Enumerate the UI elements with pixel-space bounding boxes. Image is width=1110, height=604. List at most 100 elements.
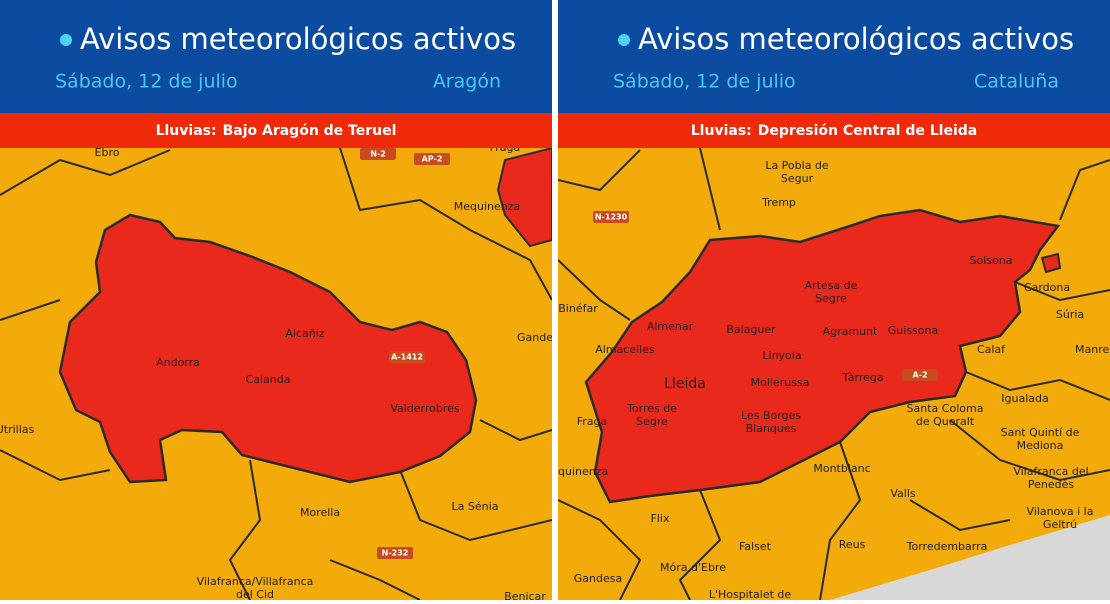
place-label: Tàrrega <box>841 371 883 384</box>
warning-type: Lluvias: <box>691 123 752 139</box>
sea <box>830 515 1110 600</box>
warning-text: Lluvias: Bajo Aragón de Teruel <box>156 123 397 139</box>
place-label: Balaguer <box>726 323 776 336</box>
header-title: Avisos meteorológicos activos <box>638 22 1074 56</box>
border-line <box>558 499 642 600</box>
road-label: A-1412 <box>391 353 423 362</box>
place-label: Vilafranca del <box>1013 465 1088 478</box>
place-label: Artesa de <box>805 279 858 292</box>
road-label: N-232 <box>382 549 409 558</box>
road-badge <box>360 148 396 160</box>
place-label: Segre <box>636 415 668 428</box>
place-label: Les Borges <box>741 409 801 422</box>
place-label: Lleida <box>664 376 706 392</box>
road-badge <box>593 211 629 223</box>
place-label: Torres de <box>626 402 677 415</box>
place-label: Valls <box>890 487 916 500</box>
header <box>0 0 552 113</box>
place-label: Morella <box>300 506 340 519</box>
border-line <box>678 489 722 600</box>
place-label: Vilanova i la <box>1027 505 1094 518</box>
warning-area: Depresión Central de Lleida <box>758 123 977 139</box>
map: N-2 AP-2 A-1412 N-232 Ebro Fraga Mequinenza Alc… <box>0 141 553 600</box>
place-label: Igualada <box>1001 392 1048 405</box>
border-line <box>399 469 552 542</box>
place-label: Solsona <box>970 254 1013 267</box>
place-label: Súria <box>1056 308 1084 321</box>
warning-panel: N-2 AP-2 A-1412 N-232 Ebro Fraga Mequinenza Alc… <box>0 0 553 600</box>
border-line <box>699 148 721 231</box>
place-label: Almenar <box>647 320 694 333</box>
warning-zone <box>584 208 1061 504</box>
road-badge <box>902 369 938 381</box>
place-label: Geltrú <box>1043 518 1077 531</box>
place-label: Linyola <box>762 349 801 362</box>
place-label: Benicar <box>504 590 546 600</box>
warning-text: Lluvias: Depresión Central de Lleida <box>691 123 977 139</box>
warning-type: Lluvias: <box>156 123 217 139</box>
place-label: Montblanc <box>813 462 870 475</box>
border-line <box>0 299 61 321</box>
border-line <box>965 371 1110 401</box>
place-label: Cardona <box>1024 281 1070 294</box>
border-line <box>0 149 171 196</box>
place-label: Flix <box>651 512 670 525</box>
warning-zone <box>496 148 552 248</box>
place-label: Utrillas <box>0 423 35 436</box>
place-label: Gandesa <box>574 572 622 585</box>
place-label: Almacelles <box>595 343 655 356</box>
header <box>558 0 1110 113</box>
place-label: Valderrobres <box>390 402 460 415</box>
road-badge <box>389 351 425 363</box>
place-label: Móra d'Ebre <box>660 561 726 574</box>
bullet <box>618 34 630 46</box>
place-label: Calanda <box>246 373 291 386</box>
place-label: Calaf <box>977 343 1006 356</box>
header-region: Aragón <box>433 71 501 93</box>
place-label: Torredembarra <box>906 540 988 553</box>
road-label: N-1230 <box>595 213 628 222</box>
road-label: AP-2 <box>422 155 443 164</box>
place-label: de Queralt <box>916 415 975 428</box>
header-date: Sábado, 12 de julio <box>55 71 238 93</box>
border-line <box>558 259 631 321</box>
warning-zone <box>1040 252 1062 274</box>
road-badge <box>377 547 413 559</box>
place-label: L'Hospitalet de <box>709 588 792 600</box>
warning-bar <box>0 113 552 148</box>
place-label: Mequinenza <box>542 465 609 478</box>
place-label: Vilafranca/Villafranca <box>197 575 314 588</box>
place-label: Manres <box>1075 343 1110 356</box>
place-label: Fraga <box>490 141 521 154</box>
header-date: Sábado, 12 de julio <box>613 71 796 93</box>
border-line <box>1059 159 1110 221</box>
header-region: Cataluña <box>974 71 1059 93</box>
header-title: Avisos meteorológicos activos <box>80 22 516 56</box>
border-line <box>479 419 552 442</box>
place-label: Segur <box>781 172 814 185</box>
border-line <box>949 419 1110 482</box>
place-label: Binéfar <box>558 302 598 315</box>
place-label: Blanques <box>746 422 797 435</box>
road-label: N-2 <box>370 150 386 159</box>
place-label: Guissona <box>888 324 938 337</box>
place-label: Mollerussa <box>751 376 810 389</box>
place-label: Agramunt <box>823 325 878 338</box>
warning-bar <box>558 113 1110 148</box>
border-line <box>909 499 1011 532</box>
place-label: Segre <box>815 292 847 305</box>
place-label: La Sénia <box>452 500 499 513</box>
border-line <box>329 559 421 600</box>
road-label: A-2 <box>912 371 927 380</box>
place-label: Gande <box>517 331 553 344</box>
place-label: Alcañiz <box>285 327 324 340</box>
place-label: Santa Coloma <box>907 402 984 415</box>
border-line <box>819 441 862 600</box>
border-line <box>228 459 262 600</box>
place-label: del Cid <box>236 588 274 600</box>
road-badge <box>414 153 450 165</box>
border-line <box>339 148 552 301</box>
place-label: Penedès <box>1028 478 1074 491</box>
